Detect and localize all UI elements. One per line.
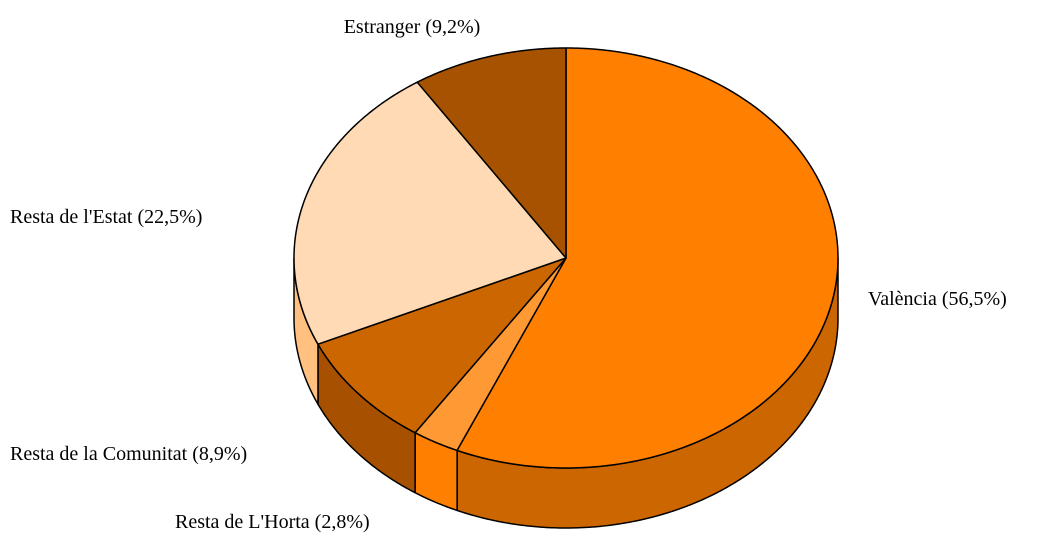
category-label: Estranger: [344, 16, 421, 38]
slice-label: València (56,5%): [868, 288, 1007, 310]
slice-label: Resta de l'Estat (22,5%): [10, 206, 202, 228]
value-label: (9,2%): [425, 16, 480, 38]
category-label: Resta de la Comunitat: [10, 443, 188, 465]
category-label: València: [868, 288, 937, 310]
slice: [293, 81, 567, 345]
value-label: (8,9%): [192, 443, 247, 465]
value-label: (22,5%): [137, 206, 202, 228]
slice-label: Resta de L'Horta (2,8%): [175, 511, 370, 533]
slice: [317, 257, 567, 434]
value-label: (2,8%): [315, 511, 370, 533]
value-label: (56,5%): [942, 288, 1007, 310]
slice-label: Resta de la Comunitat (8,9%): [10, 443, 247, 465]
category-label: Resta de l'Estat: [10, 206, 133, 228]
slice: [414, 257, 567, 452]
slice: [416, 47, 567, 259]
category-label: Resta de L'Horta: [175, 511, 310, 533]
slice: [456, 47, 839, 469]
slice-label: Estranger (9,2%): [344, 16, 481, 38]
